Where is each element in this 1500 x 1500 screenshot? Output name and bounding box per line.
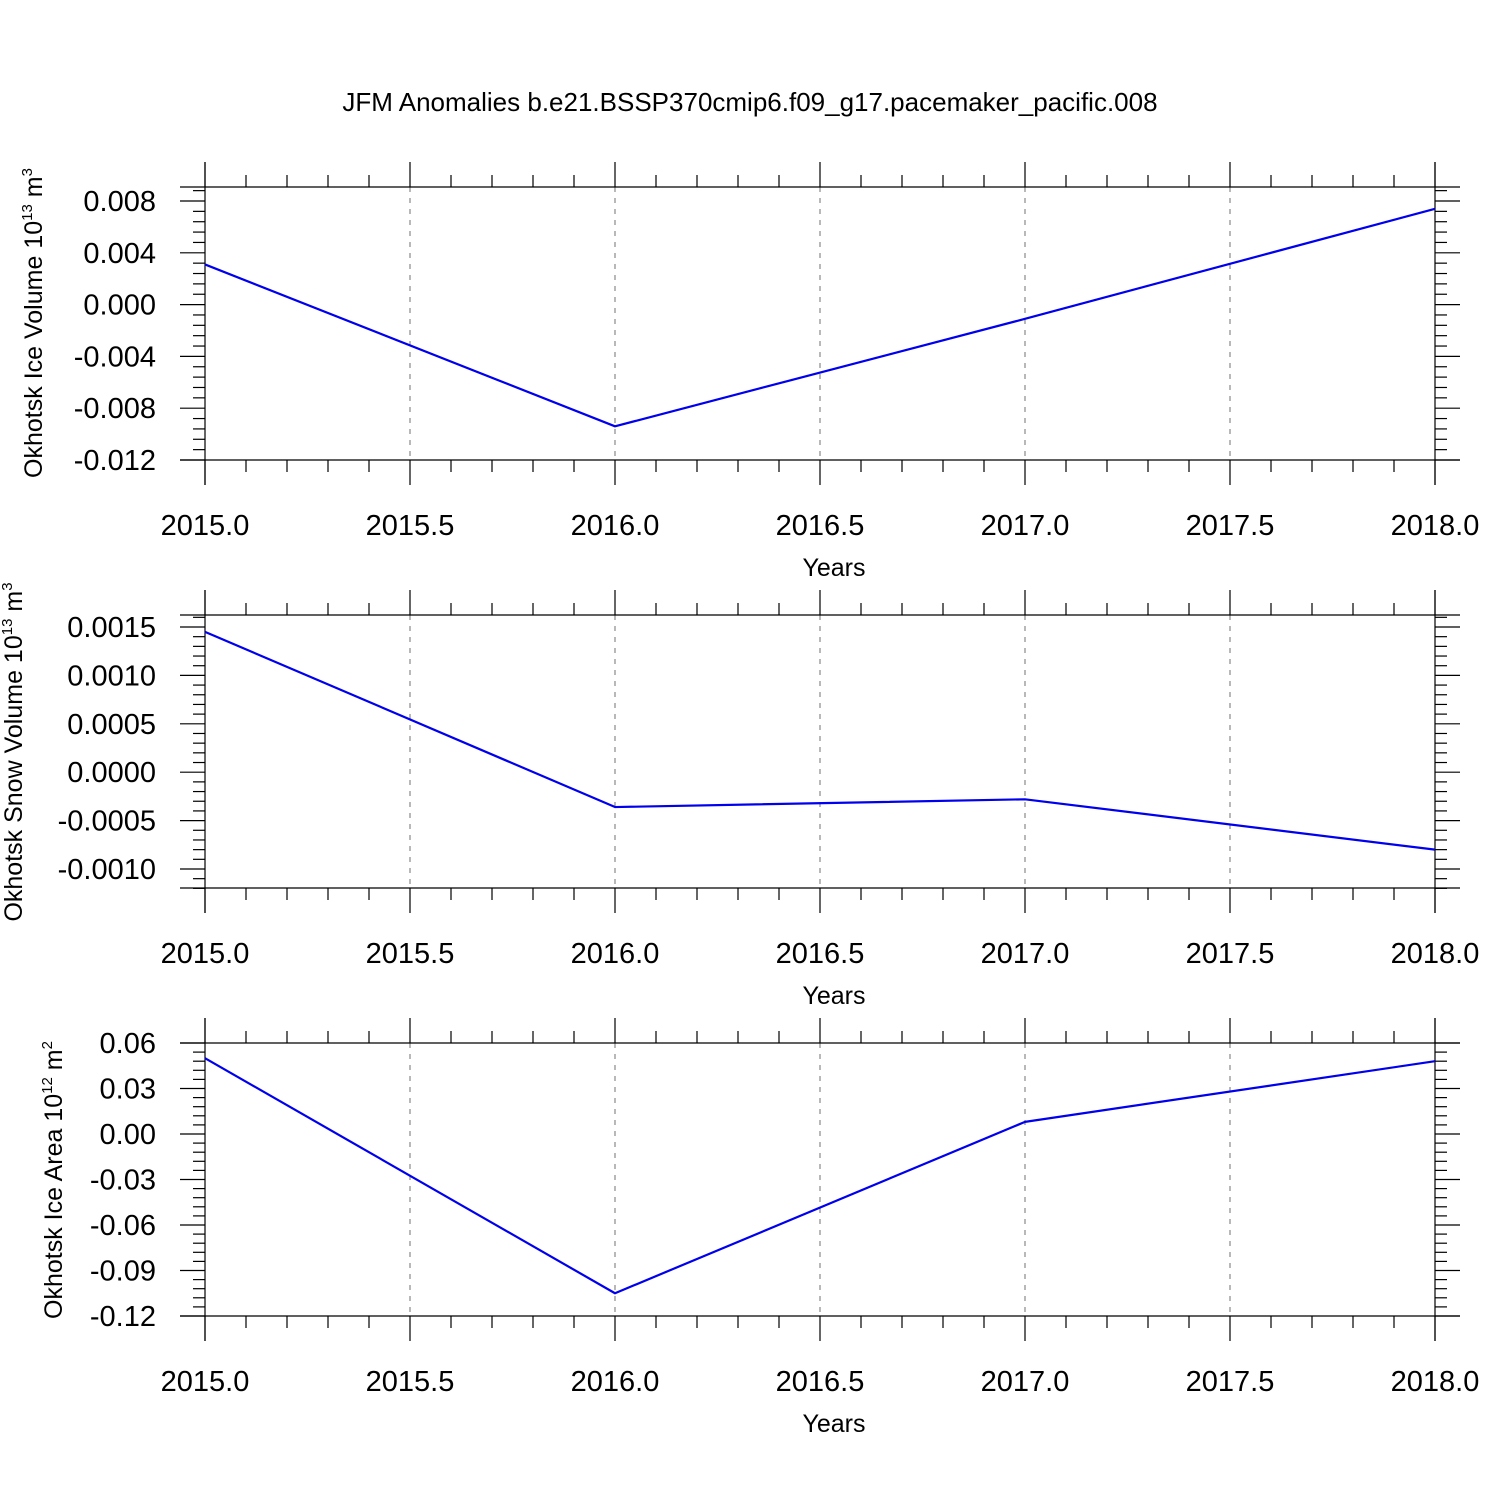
y-tick-label: 0.0005 [67, 709, 156, 741]
y-axis-label-unit-exponent: 3 [0, 582, 16, 590]
panel-2: 2015.0 2015.5 2016.0 2016.5 2017.0 2017.5 2018… [0, 582, 1479, 1010]
panels: 2015.0 2015.5 2016.0 2016.5 2017.0 2017.5 2018… [0, 162, 1479, 1438]
y-tick-label: 0.0015 [67, 612, 156, 644]
figure-title: JFM Anomalies b.e21.BSSP370cmip6.f09_g17… [342, 87, 1157, 117]
y-tick-label: 0.0010 [67, 660, 156, 692]
x-tick-label: 2015.5 [366, 1366, 455, 1398]
x-tick-label: 2017.5 [1186, 510, 1275, 542]
y-tick-label: 0.0000 [67, 757, 156, 789]
y-tick-label: -0.0005 [58, 806, 156, 838]
x-tick-label: 2016.0 [571, 510, 660, 542]
y-tick-label: -0.0010 [58, 854, 156, 886]
x-tick-label: 2018.0 [1391, 938, 1480, 970]
x-axis-label: Years [802, 554, 865, 582]
x-tick-label: 2017.5 [1186, 938, 1275, 970]
series-line-1 [204, 630, 1436, 851]
y-axis-label-exponent: 13 [19, 204, 36, 221]
y-axis-label: Okhotsk Snow Volume 1013 m3 [0, 582, 28, 921]
y-tick-label: 0.004 [83, 238, 156, 270]
x-tick-label: 2018.0 [1391, 1366, 1480, 1398]
y-axis-label-unit: m [20, 176, 48, 204]
y-axis-label-unit: m [40, 1049, 68, 1077]
y-axis-label-unit: m [0, 591, 28, 619]
y-axis-label-exponent: 13 [0, 619, 16, 636]
x-tick-label: 2017.0 [981, 1366, 1070, 1398]
x-tick-label: 2017.5 [1186, 1366, 1275, 1398]
y-tick-label: 0.03 [100, 1074, 156, 1106]
y-tick-label: -0.06 [90, 1210, 156, 1242]
x-tick-label: 2015.0 [161, 1366, 250, 1398]
y-axis-label-text: Okhotsk Ice Area 10 [40, 1094, 68, 1319]
y-tick-label: 0.06 [100, 1028, 156, 1060]
y-axis-label: Okhotsk Ice Area 1012 m2 [39, 1041, 68, 1319]
y-axis-label-text: Okhotsk Snow Volume 10 [0, 635, 28, 921]
series-line-1 [204, 1057, 1436, 1295]
x-tick-label: 2015.0 [161, 510, 250, 542]
x-tick-label: 2016.0 [571, 1366, 660, 1398]
y-tick-label: -0.008 [74, 393, 156, 425]
x-tick-label: 2016.5 [776, 510, 865, 542]
x-tick-label: 2016.0 [571, 938, 660, 970]
y-tick-label: 0.008 [83, 186, 156, 218]
x-axis-label: Years [802, 982, 865, 1010]
y-tick-label: -0.03 [90, 1165, 156, 1197]
y-tick-label: -0.09 [90, 1256, 156, 1288]
series-line-1 [204, 207, 1436, 428]
x-tick-label: 2015.0 [161, 938, 250, 970]
y-tick-label: 0.000 [83, 290, 156, 322]
x-tick-label: 2018.0 [1391, 510, 1480, 542]
y-axis-label-exponent: 12 [39, 1077, 56, 1094]
y-axis-label-unit-exponent: 2 [39, 1041, 56, 1049]
y-axis-label-unit-exponent: 3 [19, 168, 36, 176]
y-axis-label-text: Okhotsk Ice Volume 10 [20, 221, 48, 478]
y-tick-label: 0.00 [100, 1119, 156, 1151]
panel-1: 2015.0 2015.5 2016.0 2016.5 2017.0 2017.5 2018… [19, 162, 1479, 582]
y-tick-label: -0.012 [74, 445, 156, 477]
x-tick-label: 2015.5 [366, 938, 455, 970]
y-tick-label: -0.004 [74, 341, 156, 373]
x-tick-label: 2017.0 [981, 938, 1070, 970]
y-axis-label: Okhotsk Ice Volume 1013 m3 [19, 168, 48, 478]
x-tick-label: 2017.0 [981, 510, 1070, 542]
x-axis-label: Years [802, 1410, 865, 1438]
x-tick-label: 2016.5 [776, 1366, 865, 1398]
y-tick-label: -0.12 [90, 1301, 156, 1333]
x-tick-label: 2015.5 [366, 510, 455, 542]
panel-3: 2015.0 2015.5 2016.0 2016.5 2017.0 2017.5 2018… [39, 1018, 1479, 1438]
x-tick-label: 2016.5 [776, 938, 865, 970]
